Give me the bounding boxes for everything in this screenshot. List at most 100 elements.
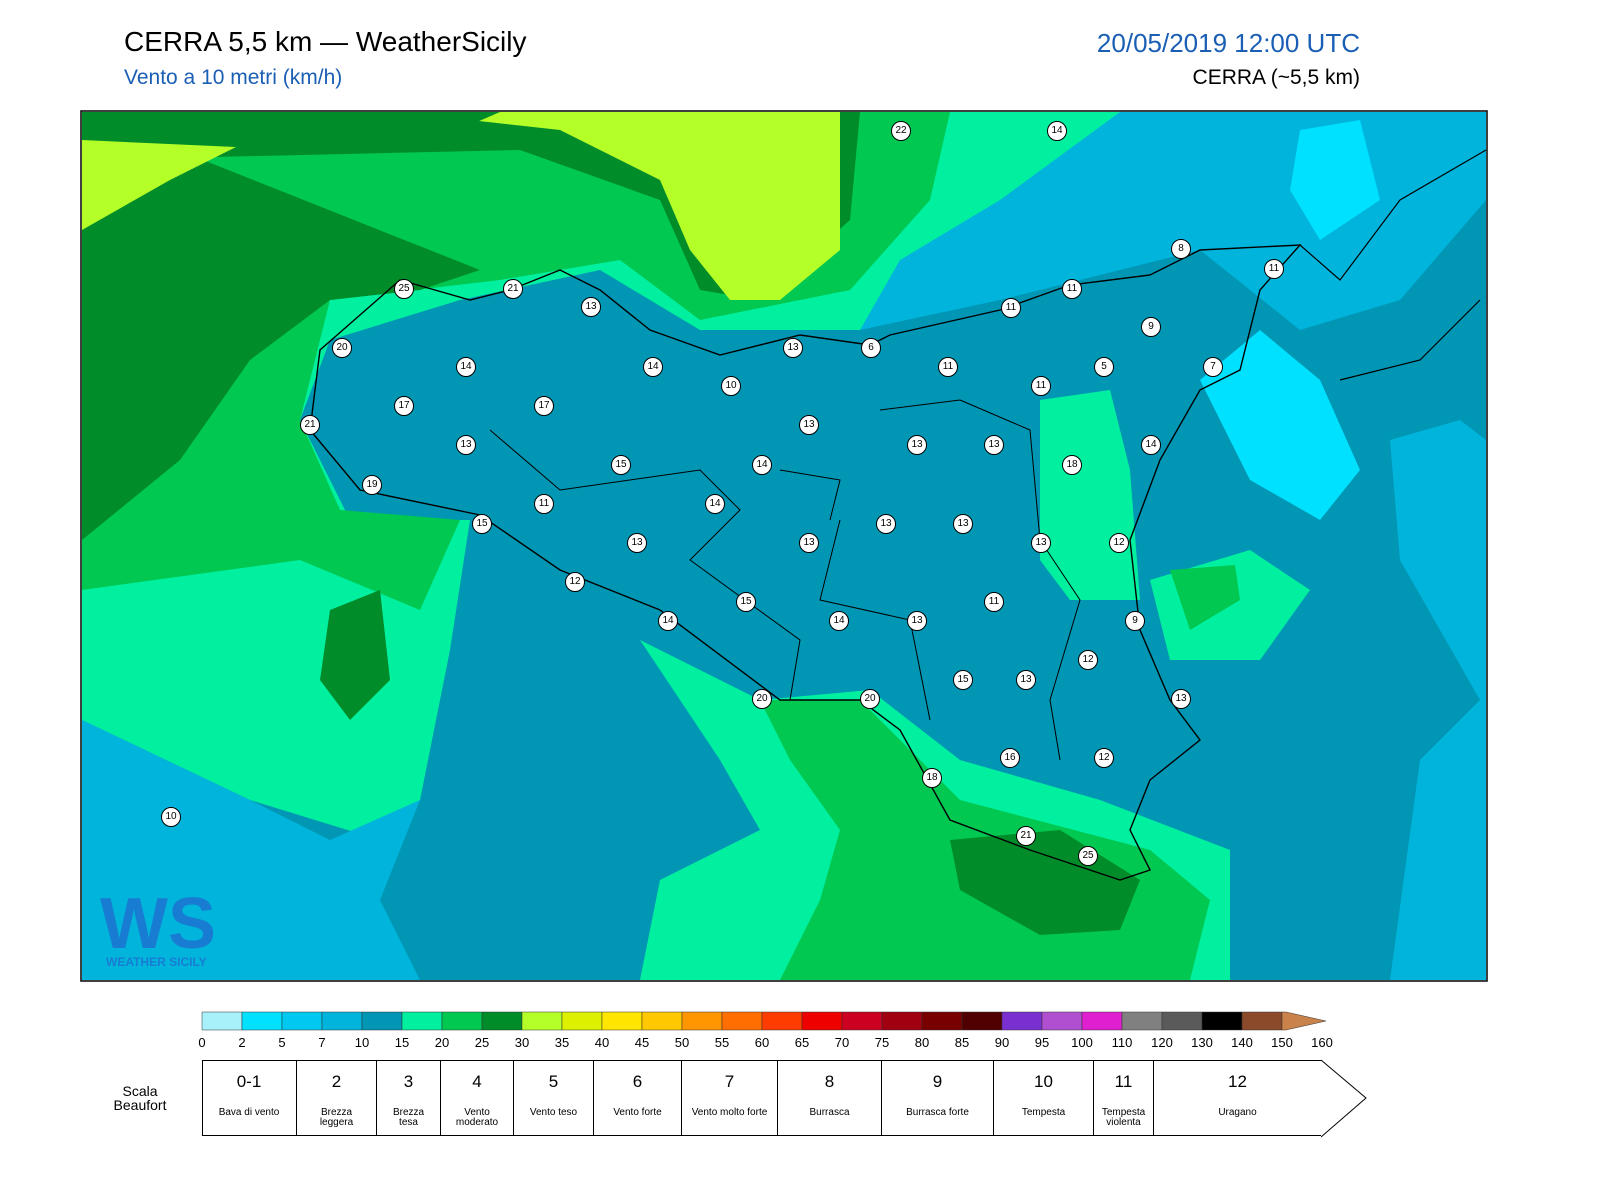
- color-bin: [1041, 1011, 1083, 1031]
- color-bin: [481, 1011, 523, 1031]
- beaufort-name: Tempesta violenta: [1101, 1107, 1146, 1128]
- beaufort-name: Vento teso: [529, 1107, 578, 1118]
- beaufort-force: 3: [403, 1072, 414, 1091]
- colorbar-tick: 60: [754, 1035, 770, 1050]
- station-value: 12: [565, 572, 585, 592]
- beaufort-force: 9: [932, 1072, 943, 1091]
- color-bin: [561, 1011, 603, 1031]
- beaufort-level: 12 Uragano: [1154, 1060, 1321, 1136]
- station-value: 25: [394, 279, 414, 299]
- station-value: 11: [1264, 259, 1284, 279]
- station-value: 11: [1062, 279, 1082, 299]
- beaufort-level: 9 Burrasca forte: [882, 1060, 994, 1136]
- beaufort-force: 5: [548, 1072, 559, 1091]
- station-value: 15: [472, 514, 492, 534]
- beaufort-force: 0-1: [236, 1072, 262, 1091]
- colorbar-tick: 55: [714, 1035, 730, 1050]
- color-bin: [321, 1011, 363, 1031]
- colorbar-tick: 95: [1034, 1035, 1050, 1050]
- station-value: 14: [1047, 121, 1067, 141]
- colorbar-tick: 30: [514, 1035, 530, 1050]
- station-value: 13: [907, 435, 927, 455]
- colorbar-tick: 75: [874, 1035, 890, 1050]
- date: 20/05/2019 12:00 UTC: [1096, 28, 1360, 58]
- beaufort-force: 4: [472, 1072, 482, 1091]
- color-bin: [281, 1011, 323, 1031]
- station-value: 14: [643, 357, 663, 377]
- station-value: 6: [861, 338, 881, 358]
- colorbar-tick: 20: [434, 1035, 450, 1050]
- colorbar-tick: 120: [1151, 1035, 1173, 1050]
- station-value: 9: [1141, 317, 1161, 337]
- color-bin: [1241, 1011, 1283, 1031]
- contour: [1390, 420, 1486, 980]
- colorbar-tick: 70: [834, 1035, 850, 1050]
- color-bin: [1121, 1011, 1163, 1031]
- color-bin: [241, 1011, 283, 1031]
- station-value: 11: [984, 592, 1004, 612]
- colorbar-tick: 5: [278, 1035, 286, 1050]
- beaufort-force: 2: [331, 1072, 342, 1091]
- beaufort-box: [202, 1060, 1322, 1136]
- station-value: 18: [922, 768, 942, 788]
- station-value: 11: [1001, 298, 1021, 318]
- logo-name: WEATHER SICILY: [106, 955, 207, 969]
- colorbar-tick: 85: [954, 1035, 970, 1050]
- color-bin: [1081, 1011, 1123, 1031]
- station-value: 17: [534, 396, 554, 416]
- station-value: 13: [783, 338, 803, 358]
- color-bin: [761, 1011, 803, 1031]
- station-value: 14: [658, 611, 678, 631]
- color-bin: [961, 1011, 1003, 1031]
- colorbar-tick: 130: [1191, 1035, 1213, 1050]
- station-value: 20: [752, 689, 772, 709]
- colorbar-tick: 140: [1231, 1035, 1253, 1050]
- colorbar-tick: 7: [318, 1035, 326, 1050]
- beaufort-name: Uragano: [1218, 1107, 1257, 1118]
- contour: [1200, 330, 1360, 520]
- color-bin: [641, 1011, 683, 1031]
- station-value: 19: [362, 475, 382, 495]
- station-value: 15: [611, 455, 631, 475]
- title: CERRA 5,5 km — WeatherSicily: [124, 26, 527, 57]
- station-value: 9: [1125, 611, 1145, 631]
- color-bin: [721, 1011, 763, 1031]
- station-value: 13: [1171, 689, 1191, 709]
- station-value: 5: [1094, 357, 1114, 377]
- color-bin: [921, 1011, 963, 1031]
- beaufort-arrow: [1321, 1059, 1367, 1138]
- color-bin: [801, 1011, 843, 1031]
- beaufort-level: 7 Vento molto forte: [682, 1060, 778, 1136]
- colorbar-tick: 0: [198, 1035, 206, 1050]
- beaufort-level: 11 Tempesta violenta: [1094, 1060, 1154, 1136]
- station-value: 11: [1031, 376, 1051, 396]
- beaufort-name: Vento molto forte: [691, 1107, 768, 1118]
- colorbar-tick: 100: [1071, 1035, 1093, 1050]
- colorbar-tick: 65: [794, 1035, 810, 1050]
- station-value: 13: [953, 514, 973, 534]
- station-value: 21: [1016, 826, 1036, 846]
- station-value: 12: [1109, 533, 1129, 553]
- station-value: 22: [891, 121, 911, 141]
- station-value: 7: [1203, 357, 1223, 377]
- coastline: [309, 244, 1302, 881]
- color-bin: [201, 1011, 243, 1031]
- station-value: 13: [876, 514, 896, 534]
- borders: [489, 399, 1081, 761]
- beaufort-level: 8 Burrasca: [778, 1060, 882, 1136]
- station-value: 14: [752, 455, 772, 475]
- station-value: 13: [1016, 670, 1036, 690]
- color-bin: [1161, 1011, 1203, 1031]
- model: CERRA (~5,5 km): [1192, 66, 1360, 89]
- beaufort-force: 7: [724, 1072, 735, 1091]
- color-bin: [401, 1011, 443, 1031]
- station-value: 12: [1094, 748, 1114, 768]
- beaufort-name: Brezza tesa: [392, 1107, 425, 1128]
- station-value: 13: [1031, 533, 1051, 553]
- colorbar-tick: 45: [634, 1035, 650, 1050]
- beaufort-name: Vento forte: [613, 1107, 662, 1118]
- beaufort-name: Burrasca: [809, 1107, 850, 1118]
- colorbar-tick: 110: [1111, 1035, 1133, 1050]
- colorbar-tick: 40: [594, 1035, 610, 1050]
- beaufort-level: 4 Vento moderato: [441, 1060, 514, 1136]
